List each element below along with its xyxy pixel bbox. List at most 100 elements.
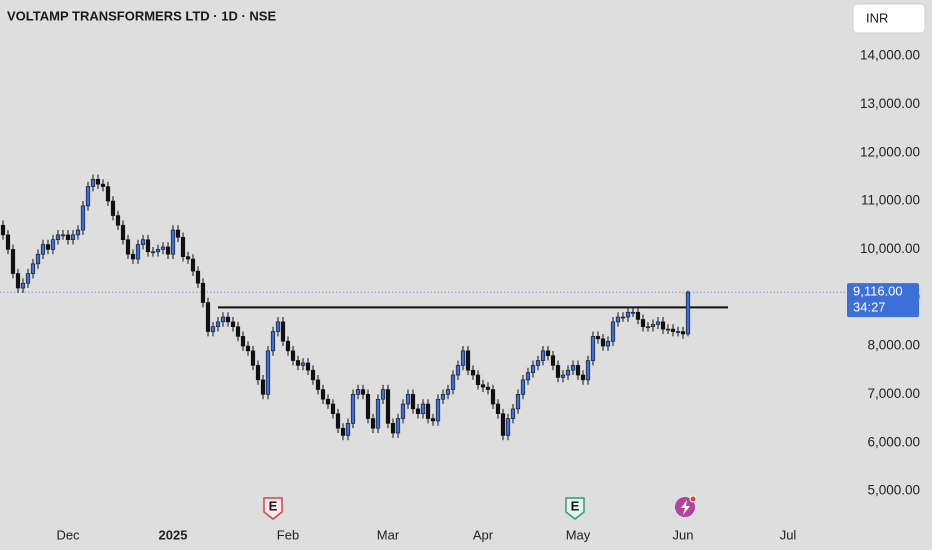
candle-body xyxy=(295,360,301,366)
plot xyxy=(0,174,845,441)
candle-body xyxy=(470,369,476,376)
candle-body xyxy=(545,350,551,357)
candle-body xyxy=(540,350,546,361)
candle-body xyxy=(680,331,686,335)
candle-body xyxy=(85,186,91,207)
candle-body xyxy=(25,273,31,284)
candle-body xyxy=(285,340,291,352)
candle-body xyxy=(210,326,216,332)
candle-body xyxy=(370,418,376,429)
candle-body xyxy=(60,234,66,237)
candle-body xyxy=(105,186,111,202)
candle-body xyxy=(615,316,621,323)
candle-body xyxy=(240,336,246,347)
candle-body xyxy=(145,239,151,253)
candle-body xyxy=(195,270,201,284)
candle-body xyxy=(570,365,576,371)
candle-body xyxy=(675,331,681,333)
candle-body xyxy=(175,229,181,238)
candle-body xyxy=(525,372,531,381)
candle-body xyxy=(160,246,166,250)
candle-body xyxy=(270,331,276,352)
event-label: E xyxy=(269,498,278,513)
candle-body xyxy=(450,374,456,390)
candle-body xyxy=(375,398,381,429)
candle-body xyxy=(465,350,471,371)
candle-body xyxy=(205,302,211,332)
currency-button[interactable] xyxy=(852,3,926,34)
event-badge xyxy=(565,497,585,520)
candle-body xyxy=(430,418,436,422)
candle-body xyxy=(490,389,496,405)
candle-body xyxy=(650,323,656,328)
candle-body xyxy=(410,394,416,410)
y-tick-label: 7,000.00 xyxy=(867,386,920,401)
candle-body xyxy=(245,345,251,352)
candle-body xyxy=(125,239,131,255)
y-tick-label: 12,000.00 xyxy=(860,144,920,159)
countdown: 34:27 xyxy=(853,300,886,315)
candle-body xyxy=(420,403,426,415)
candle-body xyxy=(10,249,16,274)
candle-body xyxy=(640,319,646,328)
candle-body xyxy=(35,253,41,265)
lightning-icon[interactable] xyxy=(675,495,697,517)
candle-body xyxy=(530,365,536,373)
candle-body xyxy=(395,418,401,434)
chart-title: VOLTAMP TRANSFORMERS LTD · 1D · NSE xyxy=(7,8,276,23)
candle-body xyxy=(660,321,666,330)
y-tick-label: 5,000.00 xyxy=(867,483,920,498)
candle-body xyxy=(355,389,361,395)
candle-body xyxy=(535,360,541,366)
currency-label[interactable]: INR xyxy=(866,10,888,25)
y-tick-label: 14,000.00 xyxy=(860,48,920,63)
x-tick-label: Dec xyxy=(56,527,80,542)
candle-body xyxy=(425,403,431,419)
x-tick-label: Jul xyxy=(780,527,797,542)
x-tick-label: Feb xyxy=(277,527,299,542)
candle-body xyxy=(620,316,626,319)
candle-body xyxy=(320,389,326,400)
event-badge xyxy=(263,497,283,520)
candle-body xyxy=(365,394,371,419)
candle-body xyxy=(115,215,121,226)
candle-body xyxy=(90,179,96,187)
candle-body xyxy=(635,311,641,320)
candle-body xyxy=(655,321,661,325)
candle-body xyxy=(330,403,336,415)
candle-body xyxy=(65,234,71,241)
last-price-label: 9,116.00 xyxy=(853,284,903,299)
candle-body xyxy=(275,321,281,332)
candle-body xyxy=(255,365,261,381)
candle-body xyxy=(180,237,186,257)
candle-body xyxy=(385,389,391,424)
candle-body xyxy=(565,369,571,376)
candle-body xyxy=(5,234,11,250)
candle-body xyxy=(380,389,386,400)
x-tick-label: Mar xyxy=(377,527,400,542)
candle-body xyxy=(315,379,321,390)
candle-body xyxy=(445,389,451,395)
candle-body xyxy=(550,355,556,366)
x-tick-label: 2025 xyxy=(159,527,188,542)
candle-body xyxy=(140,239,146,245)
candle-body xyxy=(235,326,241,337)
candle-body xyxy=(215,321,221,328)
candle-body xyxy=(485,386,491,390)
candle-body xyxy=(480,384,486,388)
lightning-dot xyxy=(689,495,697,503)
y-tick-label: 10,000.00 xyxy=(860,241,920,256)
candle-body xyxy=(630,311,636,314)
candle-body xyxy=(350,394,356,424)
candle-body xyxy=(265,350,271,395)
candle-body xyxy=(440,394,446,400)
candle-body xyxy=(170,229,176,255)
candle-body xyxy=(510,408,516,419)
candle-body xyxy=(0,224,6,236)
candle-body xyxy=(150,251,156,254)
candle-body xyxy=(280,321,286,342)
candle-body xyxy=(580,374,586,381)
candle-body xyxy=(555,365,561,378)
candle-body xyxy=(120,224,126,241)
